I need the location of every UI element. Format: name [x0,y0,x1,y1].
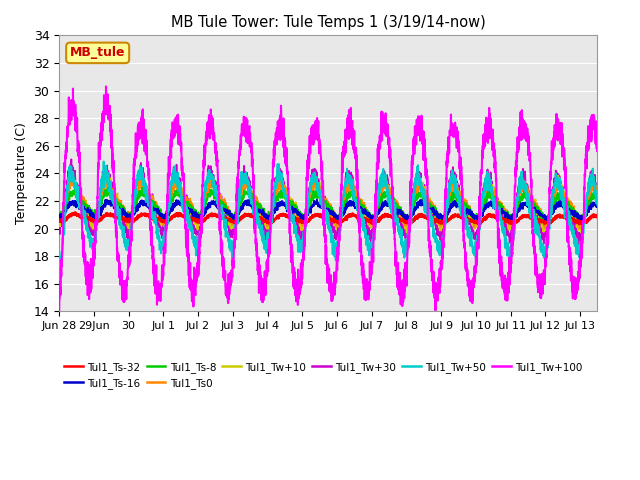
Text: MB_tule: MB_tule [70,47,125,60]
Title: MB Tule Tower: Tule Temps 1 (3/19/14-now): MB Tule Tower: Tule Temps 1 (3/19/14-now… [171,15,486,30]
Legend: Tul1_Ts-32, Tul1_Ts-16, Tul1_Ts-8, Tul1_Ts0, Tul1_Tw+10, Tul1_Tw+30, Tul1_Tw+50,: Tul1_Ts-32, Tul1_Ts-16, Tul1_Ts-8, Tul1_… [65,362,583,389]
Y-axis label: Temperature (C): Temperature (C) [15,122,28,224]
